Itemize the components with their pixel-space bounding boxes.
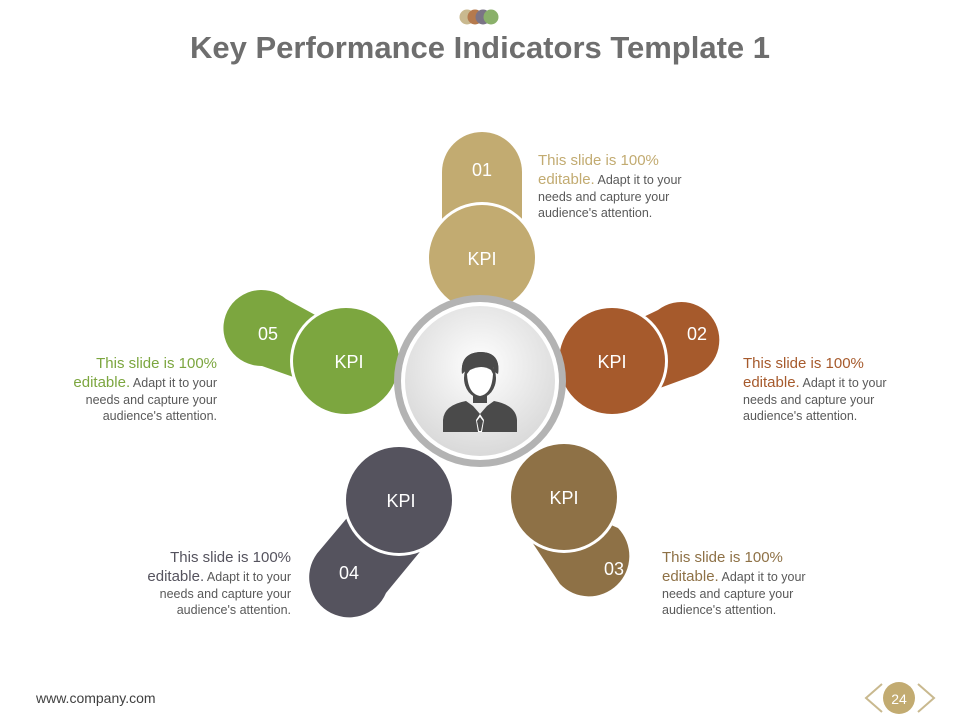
description-body-04: Adapt it to your needs and capture your … (159, 570, 291, 617)
kpi-label-02: KPI (597, 352, 626, 372)
description-highlight-03: This slide is 100% editable. (662, 549, 783, 585)
description-05: This slide is 100% editable. Adapt it to… (52, 354, 217, 424)
description-highlight-04: This slide is 100% editable. (147, 549, 291, 585)
kpi-label-04: KPI (386, 491, 415, 511)
description-highlight-05: This slide is 100% editable. (73, 355, 217, 391)
page-title: Key Performance Indicators Template 1 (189, 30, 771, 65)
description-01: This slide is 100% editable. Adapt it to… (538, 151, 708, 221)
number-label-04: 04 (339, 563, 359, 583)
kpi-petal-01[interactable]: 01 KPI (426, 132, 538, 314)
prev-page-icon[interactable] (864, 683, 883, 713)
businessman-icon (443, 352, 517, 432)
page-badge (883, 682, 915, 714)
kpi-petal-05[interactable]: 05 KPI (223, 290, 402, 417)
kpi-label-03: KPI (549, 488, 578, 508)
description-body-02: Adapt it to your needs and capture your … (743, 376, 887, 423)
number-label-05: 05 (258, 324, 278, 344)
number-label-01: 01 (472, 160, 492, 180)
kpi-label-01: KPI (467, 249, 496, 269)
description-body-03: Adapt it to your needs and capture your … (662, 570, 806, 617)
number-label-02: 02 (687, 324, 707, 344)
description-body-01: Adapt it to your needs and capture your … (538, 173, 682, 220)
kpi-petal-02[interactable]: 02 KPI (556, 302, 720, 417)
description-04: This slide is 100% editable. Adapt it to… (126, 548, 291, 618)
logo-dots (459, 9, 499, 25)
description-03: This slide is 100% editable. Adapt it to… (662, 548, 827, 618)
center-hub (394, 295, 566, 467)
number-label-03: 03 (604, 559, 624, 579)
next-page-icon[interactable] (917, 683, 936, 713)
description-02: This slide is 100% editable. Adapt it to… (743, 354, 908, 424)
page-number: 24 (891, 691, 907, 707)
page-navigator (864, 682, 936, 714)
description-highlight-01: This slide is 100% editable. (538, 152, 659, 188)
description-highlight-02: This slide is 100% editable. (743, 355, 864, 391)
kpi-petal-03[interactable]: 03 KPI (508, 441, 630, 597)
kpi-petal-04[interactable]: 04 KPI (309, 444, 455, 618)
footer-url[interactable]: www.company.com (36, 690, 156, 706)
description-body-05: Adapt it to your needs and capture your … (85, 376, 217, 423)
kpi-label-05: KPI (334, 352, 363, 372)
